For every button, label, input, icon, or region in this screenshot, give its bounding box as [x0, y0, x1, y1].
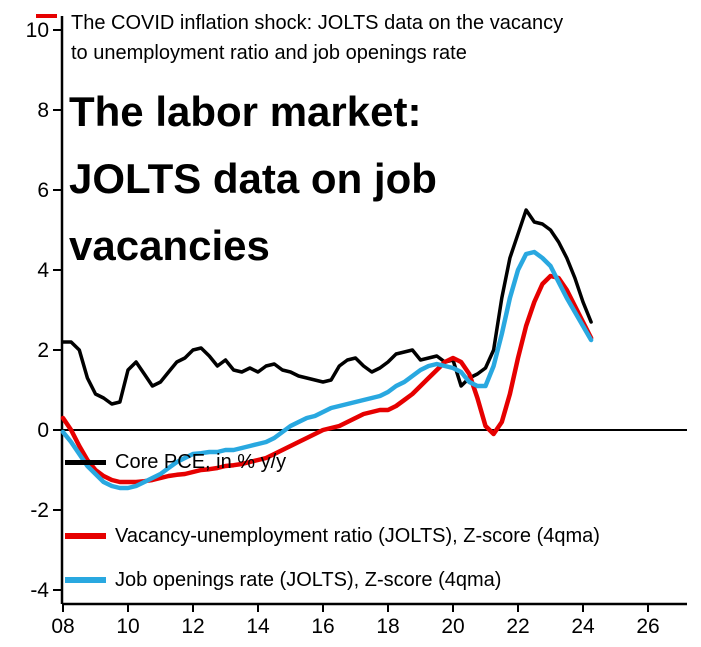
series-line-job-openings-rate — [60, 249, 594, 491]
x-tick-label: 22 — [506, 615, 529, 638]
legend-item-job-openings: Job openings rate (JOLTS), Z-score (4qma… — [65, 568, 501, 592]
legend-label-core-pce: Core PCE, in % y/y — [115, 450, 287, 473]
legend-label-job-openings: Job openings rate (JOLTS), Z-score (4qma… — [115, 568, 502, 591]
subtitle-line-1: The COVID inflation shock: JOLTS data on… — [71, 12, 564, 34]
series-line-core-pce — [61, 208, 593, 406]
y-tick-label: -2 — [30, 499, 49, 522]
chart-title: The labor market: JOLTS data on job vaca… — [69, 78, 437, 279]
y-tick-label: 4 — [37, 259, 49, 282]
y-tick-label: 6 — [37, 179, 49, 202]
legend-swatch-vacancy-unemployment — [65, 533, 106, 539]
legend-item-core-pce: Core PCE, in % y/y — [65, 450, 286, 474]
x-tick-label: 18 — [376, 615, 399, 638]
subtitle-line-2: to unemployment ratio and job openings r… — [71, 42, 467, 64]
y-tick-label: -4 — [30, 579, 49, 602]
legend-swatch-job-openings — [65, 577, 106, 583]
x-tick-label: 26 — [636, 615, 659, 638]
title-line-1: The labor market: — [69, 88, 422, 135]
y-tick-label: 2 — [37, 339, 49, 362]
title-line-3: vacancies — [69, 222, 270, 269]
x-tick-label: 14 — [246, 615, 270, 638]
y-tick-label: 10 — [26, 19, 49, 42]
x-tick-label: 08 — [51, 615, 74, 638]
x-tick-label: 24 — [571, 615, 595, 638]
red-top-tick — [36, 14, 57, 18]
title-line-2: JOLTS data on job — [69, 155, 437, 202]
x-tick-label: 10 — [116, 615, 139, 638]
x-tick-label: 16 — [311, 615, 334, 638]
chart-subtitle: The COVID inflation shock: JOLTS data on… — [71, 8, 563, 68]
x-tick-label: 12 — [181, 615, 204, 638]
legend-item-vacancy-unemployment: Vacancy-unemployment ratio (JOLTS), Z-sc… — [65, 524, 600, 548]
legend-swatch-core-pce — [65, 459, 106, 465]
x-tick-label: 20 — [441, 615, 464, 638]
y-tick-label: 0 — [37, 419, 49, 442]
legend-label-vacancy-unemployment: Vacancy-unemployment ratio (JOLTS), Z-sc… — [115, 524, 600, 547]
y-tick-label: 8 — [37, 99, 49, 122]
